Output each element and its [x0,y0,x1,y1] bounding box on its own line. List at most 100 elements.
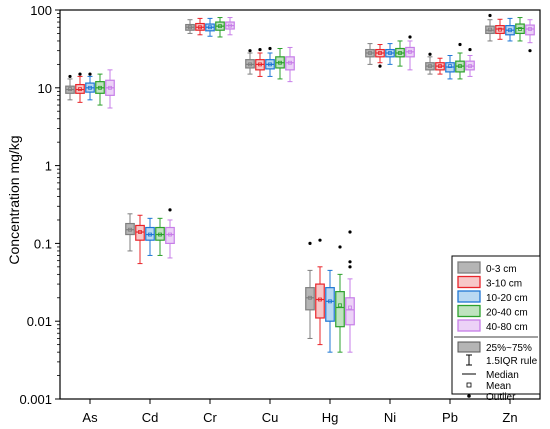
box-Zn-40-80 cm [525,19,535,53]
x-tick-label: Cu [262,410,279,425]
mean-marker [408,49,412,54]
mean-marker [348,305,352,310]
legend-swatch [457,290,481,303]
x-tick-label: Pb [442,410,458,425]
legend-label: 20-40 cm [486,308,528,319]
outlier-point [428,52,432,56]
legend-label: Median [486,370,519,381]
mean-marker [518,27,522,31]
legend-label: 10-20 cm [486,293,528,304]
box-Zn-10-20 cm [505,17,515,42]
iqr-box [285,56,295,71]
mean-marker [388,51,392,55]
iqr-box [135,224,145,241]
outlier-point [378,64,382,68]
mean-marker [338,303,342,308]
y-tick-label: 100 [30,3,52,18]
box-Cu-20-40 cm [275,47,285,80]
box-Cu-0-3 cm [245,49,255,75]
outlier-point [338,245,342,249]
y-tick-label: 1 [45,159,52,174]
mean-marker [88,85,92,90]
outlier-point [348,260,352,264]
box-Cd-40-80 cm [165,208,175,259]
box-As-40-80 cm [105,69,115,109]
box-Hg-40-80 cm [345,230,355,353]
box-Ni-0-3 cm [365,43,375,65]
mean-marker [308,295,312,300]
mean-marker [488,27,492,32]
box-Pb-10-20 cm [445,55,455,80]
mean-marker [278,60,282,65]
outlier-point [348,265,352,269]
iqr-box [145,226,155,241]
box-As-20-40 cm [95,73,105,106]
box-As-3-10 cm [75,72,85,103]
box-As-10-20 cm [85,72,95,101]
outlier-point [308,241,312,245]
mean-marker [498,27,502,32]
mean-marker [68,87,72,92]
legend-label: Mean [486,381,511,392]
legend-label: Outlier [486,392,516,403]
mean-marker [188,25,192,30]
box-Zn-0-3 cm [485,13,495,42]
plot-area: 0.001 0.01 0.1 1 10 100 As Cd Cr Cu Hg Ni Pb Zn [19,3,541,425]
box-Cu-10-20 cm [265,46,275,77]
mean-marker [368,51,372,55]
legend-label: 0-3 cm [486,264,517,275]
iqr-box [305,287,315,311]
legend-mean-marker [466,382,472,388]
mean-marker [148,232,152,237]
x-tick-label: As [82,410,98,425]
mean-marker [508,28,512,33]
mean-marker [378,51,382,55]
box-Hg-0-3 cm [305,241,315,339]
legend-outlier-point [467,394,471,398]
iqr-box [525,24,535,36]
x-tick-label: Cd [142,410,159,425]
box-Ni-3-10 cm [375,44,385,68]
box-Hg-10-20 cm [325,269,335,353]
x-tick-label: Ni [384,410,396,425]
box-As-0-3 cm [65,74,75,101]
outlier-point [88,72,92,76]
box-Ni-20-40 cm [395,40,405,67]
x-tick-label: Zn [502,410,517,425]
mean-marker [128,227,132,232]
box-Cr-20-40 cm [215,17,225,38]
outlier-point [408,35,412,39]
outlier-point [78,72,82,76]
mean-marker [328,299,332,304]
iqr-box [155,226,165,241]
outlier-point [168,208,172,212]
outlier-point [488,13,492,18]
legend-label: 1.5IQR rule [486,356,538,367]
box-Zn-20-40 cm [515,17,525,42]
mean-marker [208,25,212,30]
legend-label: 3-10 cm [486,279,522,290]
box-Cu-40-80 cm [285,46,295,83]
outlier-point [318,238,322,242]
outlier-point [68,74,72,79]
box-Pb-3-10 cm [435,57,445,75]
mean-marker [218,24,222,29]
mean-marker [158,232,162,237]
mean-marker [248,62,252,67]
x-tick-label: Cr [203,410,217,425]
x-tick-label: Hg [322,410,339,425]
outlier-point [258,47,262,52]
box-Cr-40-80 cm [225,17,235,36]
mean-marker [458,64,462,69]
y-tick-label: 10 [38,81,52,96]
mean-marker [438,64,442,69]
legend-swatch [457,304,481,318]
mean-marker [288,60,292,65]
iqr-box [325,287,335,322]
mean-marker [108,85,112,90]
box-Pb-20-40 cm [455,42,465,80]
mean-marker [198,25,202,30]
box-Pb-40-80 cm [465,47,475,77]
outlier-point [458,42,462,47]
mean-marker [448,64,452,69]
